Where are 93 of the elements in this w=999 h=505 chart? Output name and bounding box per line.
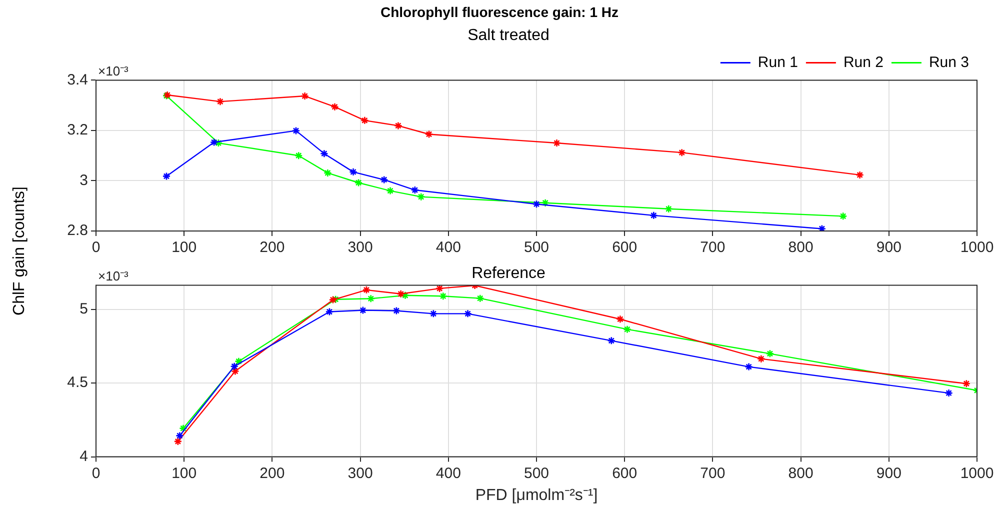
point <box>349 168 358 176</box>
text: ×10⁻³ <box>98 63 130 78</box>
point <box>401 291 410 300</box>
point <box>856 170 864 180</box>
x-tick-label: 100 <box>172 464 197 482</box>
chart-title: Chlorophyll fluorescence gain: 1 Hz <box>379 4 620 20</box>
point <box>320 149 328 158</box>
legend-label: Run 2 <box>843 54 884 71</box>
point <box>396 290 405 298</box>
x-tick-label: 0 <box>92 239 100 256</box>
point <box>838 212 848 220</box>
chart-subtitle: Salt treated <box>468 27 550 44</box>
x-tick-label: 800 <box>788 464 814 482</box>
point <box>416 192 426 201</box>
point <box>464 310 472 318</box>
x-tick-label: 700 <box>700 239 726 256</box>
point <box>176 432 184 440</box>
y-tick-label: 4.5 <box>67 374 88 392</box>
point <box>292 126 300 135</box>
point <box>650 211 658 220</box>
y-tick-label: 4 <box>80 448 88 465</box>
x-tick-label: 900 <box>876 239 902 256</box>
point <box>294 151 303 160</box>
x-tick-label: 900 <box>876 464 902 482</box>
point <box>394 122 402 130</box>
point <box>607 336 616 345</box>
x-axis-title: PFD [μmolm⁻²s⁻¹] <box>475 486 598 504</box>
point <box>944 388 953 398</box>
point <box>358 306 368 314</box>
point <box>328 296 338 304</box>
point <box>552 138 561 148</box>
x-tick-label: 600 <box>612 464 638 482</box>
x-tick-label: 200 <box>260 239 285 256</box>
point <box>354 178 363 187</box>
point <box>360 116 369 125</box>
point <box>162 172 171 180</box>
x-tick-label: 400 <box>436 239 461 256</box>
point <box>541 198 550 207</box>
point <box>818 224 826 231</box>
point <box>678 148 686 157</box>
y-tick-label: 5 <box>80 300 88 318</box>
point <box>438 292 448 300</box>
x-tick-label: 200 <box>260 464 285 482</box>
point <box>234 357 243 366</box>
point <box>744 362 753 371</box>
x-tick-label: 500 <box>524 239 550 256</box>
y-tick-label: 3.4 <box>67 71 88 88</box>
point <box>330 102 339 111</box>
point <box>325 308 334 316</box>
x-tick-label: 700 <box>700 464 726 482</box>
point <box>231 367 240 376</box>
point <box>757 354 766 363</box>
legend-label: Run 1 <box>758 54 798 71</box>
point <box>962 379 971 388</box>
y-tick-label: 3 <box>80 172 88 189</box>
point <box>174 437 182 446</box>
point <box>766 350 774 358</box>
point <box>324 168 332 178</box>
point <box>392 306 401 315</box>
point <box>410 186 420 194</box>
point <box>424 130 434 138</box>
point <box>429 310 438 318</box>
x-tick-label: 600 <box>612 239 638 256</box>
point <box>616 314 624 324</box>
point <box>179 424 188 432</box>
x-tick-label: 300 <box>348 464 373 482</box>
point <box>216 97 224 106</box>
point <box>532 200 541 208</box>
x-tick-label: 800 <box>788 239 814 256</box>
point <box>623 325 632 334</box>
point <box>300 92 309 100</box>
y-tick-label: 2.8 <box>67 222 88 240</box>
point <box>664 204 673 214</box>
y-tick-label: 3.2 <box>67 122 88 139</box>
x-tick-label: 300 <box>348 239 373 256</box>
y-axis-title: ChlF gain [counts] <box>11 186 29 318</box>
point <box>210 138 218 146</box>
x-tick-label: 400 <box>436 464 461 482</box>
text: ×10⁻³ <box>98 268 130 284</box>
point <box>230 362 238 370</box>
point <box>362 286 371 294</box>
x-tick-label: 1000 <box>960 464 994 482</box>
x-tick-label: 100 <box>172 239 197 256</box>
x-tick-label: 0 <box>92 464 100 482</box>
x-tick-label: 500 <box>524 464 550 482</box>
point <box>380 176 388 184</box>
legend-label: Run 3 <box>928 54 970 71</box>
chart-title: Reference <box>472 265 546 282</box>
point <box>476 294 484 302</box>
point <box>435 285 444 293</box>
x-tick-label: 1000 <box>960 239 994 256</box>
point <box>386 186 394 195</box>
point <box>366 294 376 303</box>
